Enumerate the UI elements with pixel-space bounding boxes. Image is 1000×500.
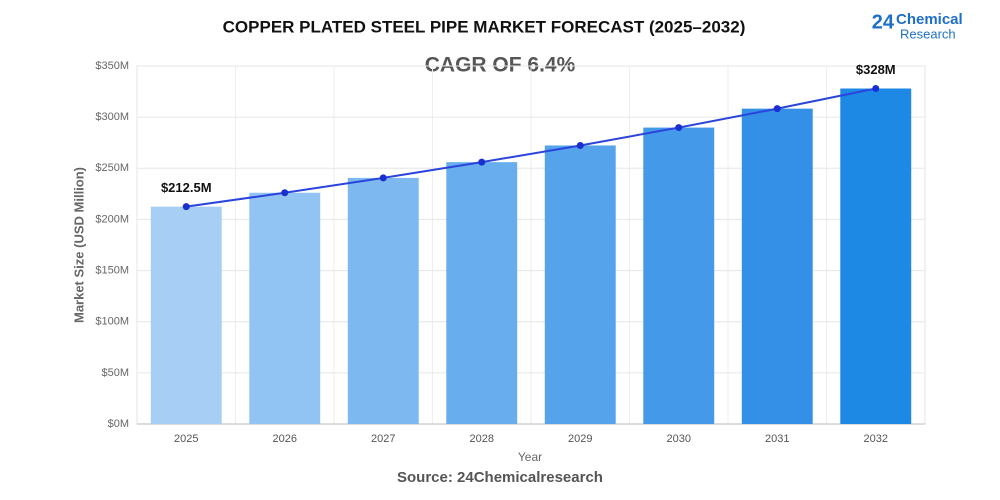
line-point xyxy=(675,124,683,132)
line-point xyxy=(872,85,880,93)
data-label: $212.5M xyxy=(161,180,212,195)
line-point xyxy=(773,105,781,113)
bar xyxy=(840,88,912,424)
logo-number: 24 xyxy=(872,11,895,33)
bar xyxy=(347,177,419,424)
line-point xyxy=(379,174,387,182)
bar xyxy=(643,127,715,425)
x-tick-label: 2027 xyxy=(371,433,395,445)
source-note: Source: 24Chemicalresearch xyxy=(397,469,603,486)
y-tick-label: $150M xyxy=(95,264,129,276)
chart-subtitle: CAGR OF 6.4% xyxy=(425,54,576,77)
y-tick-label: $350M xyxy=(95,60,129,72)
x-axis-label: Year xyxy=(518,450,542,464)
x-tick-label: 2025 xyxy=(174,433,198,445)
y-tick-label: $200M xyxy=(95,213,129,225)
trend-line xyxy=(186,87,876,208)
line-point xyxy=(478,158,486,166)
x-tick-label: 2029 xyxy=(568,433,592,445)
bar xyxy=(741,108,813,425)
line-point xyxy=(281,189,289,197)
y-tick-label: $100M xyxy=(95,316,129,328)
logo-text: Research xyxy=(900,26,956,41)
data-label: $328M xyxy=(856,62,896,77)
bar xyxy=(249,192,321,424)
x-tick-label: 2026 xyxy=(273,433,297,445)
x-tick-label: 2031 xyxy=(765,433,789,445)
y-tick-label: $0M xyxy=(108,418,129,430)
bar xyxy=(446,162,518,425)
y-axis-label: Market Size (USD Million) xyxy=(71,167,86,323)
x-tick-label: 2028 xyxy=(470,433,494,445)
chart-title: COPPER PLATED STEEL PIPE MARKET FORECAST… xyxy=(223,17,746,36)
bar xyxy=(150,206,222,424)
line-point xyxy=(182,203,190,211)
logo-text: Chemical xyxy=(896,11,963,28)
y-tick-label: $50M xyxy=(101,367,129,379)
bar xyxy=(544,145,616,424)
x-tick-label: 2032 xyxy=(864,433,888,445)
y-tick-label: $250M xyxy=(95,162,129,174)
line-point xyxy=(576,141,584,149)
x-tick-label: 2030 xyxy=(667,433,691,445)
y-tick-label: $300M xyxy=(95,111,129,123)
